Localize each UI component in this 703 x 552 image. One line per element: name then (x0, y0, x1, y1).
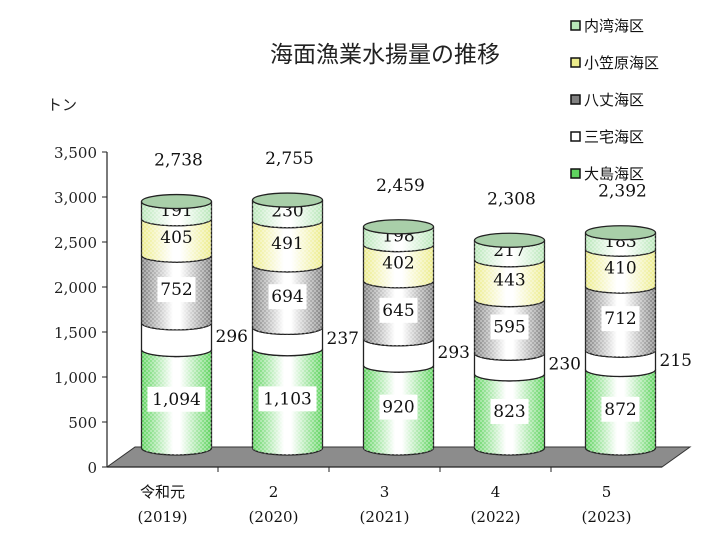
legend-swatch (570, 168, 581, 179)
data-label: 230 (549, 355, 581, 375)
x-tick-label-year: (2020) (249, 508, 299, 526)
bar-segment-texture (252, 200, 323, 228)
bar-segment-texture (363, 244, 434, 288)
x-tick-label-year: (2023) (582, 508, 632, 526)
data-label: 1,103 (263, 389, 312, 409)
legend-swatch (570, 57, 581, 68)
bar-top-cap (251, 192, 324, 208)
data-label-bg (157, 277, 196, 303)
data-label: 237 (327, 329, 359, 349)
bar-top-cap (362, 219, 435, 235)
legend-label: 小笠原海区 (584, 54, 659, 72)
bar-top-cap (584, 225, 657, 241)
data-label: 694 (271, 287, 303, 307)
x-tick-label-year: (2022) (471, 508, 521, 526)
y-tick-label: 2,000 (54, 279, 97, 297)
legend-label: 大島海区 (584, 165, 644, 183)
data-label: 823 (493, 402, 525, 422)
data-label-bg (258, 386, 317, 412)
x-tick-label: 令和元 (140, 483, 185, 501)
data-label-bg (379, 297, 418, 323)
legend-label: 内湾海区 (584, 17, 644, 35)
data-label-bg (601, 306, 640, 332)
data-label-bg (490, 398, 529, 424)
bar-top-cap (473, 232, 546, 248)
chart-title: 海面漁業水揚量の推移 (270, 42, 500, 68)
y-tick-label: 1,000 (54, 369, 97, 387)
bar-segment-texture (585, 232, 656, 257)
x-tick-label: 5 (602, 483, 612, 501)
bar-segment-texture (141, 201, 212, 226)
x-tick-label: 3 (380, 483, 390, 501)
x-tick-label: 4 (491, 483, 501, 501)
data-label: 293 (438, 343, 470, 363)
y-tick-label: 1,500 (54, 324, 97, 342)
data-label: 402 (382, 254, 414, 274)
bar-segment-texture (141, 218, 212, 263)
legend-swatch (570, 94, 581, 105)
bar-segment-texture (252, 220, 323, 272)
data-label-bg (379, 394, 418, 420)
total-label: 2,392 (598, 182, 647, 202)
data-label: 410 (604, 259, 636, 279)
y-tick-label: 500 (68, 414, 97, 432)
total-label: 2,308 (487, 189, 536, 209)
y-tick-label: 3,500 (54, 144, 97, 162)
data-label: 443 (493, 271, 525, 291)
y-tick-label: 2,500 (54, 234, 97, 252)
legend-swatch (570, 20, 581, 31)
bar-segment-texture (474, 259, 545, 307)
data-label: 491 (271, 234, 303, 254)
x-tick-label: 2 (269, 483, 279, 501)
data-label: 920 (382, 398, 414, 418)
data-label: 595 (493, 317, 525, 337)
y-tick-label: 0 (87, 459, 97, 477)
data-label: 215 (660, 351, 692, 371)
legend-swatch (570, 131, 581, 142)
bar-top-cap (140, 193, 213, 210)
data-label-bg (601, 396, 640, 422)
y-axis-label: トン (47, 96, 77, 114)
total-label: 2,459 (376, 176, 425, 196)
bar-segment-texture (585, 249, 656, 294)
x-tick-label-year: (2019) (138, 508, 188, 526)
legend-label: 三宅海区 (584, 128, 644, 146)
data-label: 645 (382, 301, 414, 321)
data-label: 872 (604, 400, 636, 420)
data-label-bg (147, 386, 206, 412)
data-label-bg (268, 284, 307, 310)
total-label: 2,755 (265, 149, 314, 169)
data-label-bg (490, 314, 529, 340)
data-label: 1,094 (152, 390, 201, 410)
total-label: 2,738 (154, 151, 203, 171)
data-label: 712 (604, 309, 636, 329)
data-label: 296 (216, 327, 248, 347)
x-tick-label-year: (2021) (360, 508, 410, 526)
data-label: 752 (160, 280, 192, 300)
data-label: 405 (160, 228, 192, 248)
y-tick-label: 3,000 (54, 189, 97, 207)
legend-label: 八丈海区 (584, 91, 644, 109)
